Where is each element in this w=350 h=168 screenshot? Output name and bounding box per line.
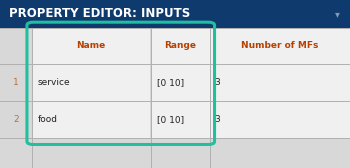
FancyBboxPatch shape — [0, 28, 32, 64]
Text: [0 10]: [0 10] — [157, 115, 184, 124]
Text: food: food — [38, 115, 58, 124]
Text: Number of MFs: Number of MFs — [241, 41, 319, 50]
FancyBboxPatch shape — [32, 28, 150, 64]
Text: 1: 1 — [13, 78, 19, 87]
Text: 3: 3 — [214, 78, 220, 87]
Text: ▾: ▾ — [335, 9, 340, 19]
FancyBboxPatch shape — [0, 101, 32, 138]
Text: [0 10]: [0 10] — [157, 78, 184, 87]
FancyBboxPatch shape — [150, 138, 210, 168]
Text: PROPERTY EDITOR: INPUTS: PROPERTY EDITOR: INPUTS — [9, 7, 190, 20]
FancyBboxPatch shape — [210, 101, 350, 138]
Text: 2: 2 — [13, 115, 19, 124]
FancyBboxPatch shape — [32, 101, 150, 138]
FancyBboxPatch shape — [150, 28, 210, 64]
FancyBboxPatch shape — [0, 0, 350, 28]
FancyBboxPatch shape — [32, 138, 150, 168]
FancyBboxPatch shape — [0, 138, 32, 168]
FancyBboxPatch shape — [210, 138, 350, 168]
Text: Range: Range — [164, 41, 196, 50]
Text: service: service — [38, 78, 70, 87]
FancyBboxPatch shape — [150, 64, 210, 101]
FancyBboxPatch shape — [210, 28, 350, 64]
Text: 3: 3 — [214, 115, 220, 124]
Text: Name: Name — [76, 41, 106, 50]
FancyBboxPatch shape — [0, 28, 350, 168]
FancyBboxPatch shape — [150, 101, 210, 138]
FancyBboxPatch shape — [210, 64, 350, 101]
FancyBboxPatch shape — [0, 64, 32, 101]
FancyBboxPatch shape — [32, 64, 150, 101]
